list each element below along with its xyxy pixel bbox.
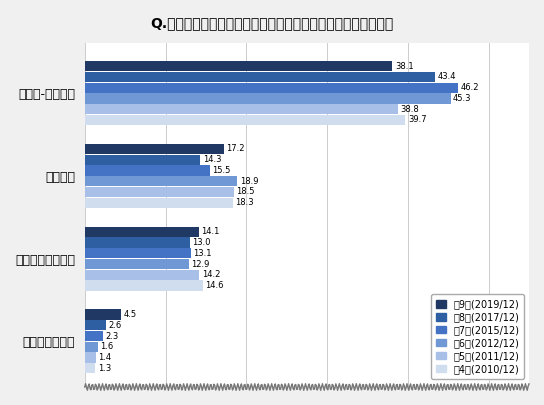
Text: 1.4: 1.4 [98, 353, 112, 362]
Bar [85, 104, 398, 114]
Bar [85, 72, 435, 82]
Text: 2.3: 2.3 [106, 332, 119, 341]
Text: 1.6: 1.6 [100, 342, 113, 352]
Bar [85, 61, 392, 71]
Bar [85, 280, 203, 291]
Bar [85, 309, 121, 320]
Bar [85, 248, 190, 258]
Bar [85, 331, 103, 341]
Bar [85, 259, 189, 269]
Bar [85, 83, 458, 93]
Text: 43.4: 43.4 [438, 72, 456, 81]
Bar [85, 144, 224, 154]
Text: 14.2: 14.2 [202, 270, 220, 279]
Bar [85, 198, 232, 208]
Bar [85, 352, 96, 363]
Text: 18.3: 18.3 [235, 198, 254, 207]
Text: Q.生活圏にあったら、どのコンビニを最も利用したいですか？: Q.生活圏にあったら、どのコンビニを最も利用したいですか？ [150, 16, 394, 30]
Legend: 第9回(2019/12), 第8回(2017/12), 第7回(2015/12), 第6回(2012/12), 第5回(2011/12), 第4回(2010/1: 第9回(2019/12), 第8回(2017/12), 第7回(2015/12)… [431, 294, 524, 379]
Text: 18.9: 18.9 [240, 177, 258, 186]
Bar [85, 115, 405, 125]
Bar [85, 93, 450, 104]
Text: 14.3: 14.3 [203, 155, 221, 164]
Text: 14.6: 14.6 [205, 281, 224, 290]
Text: 39.7: 39.7 [408, 115, 426, 124]
Bar [85, 227, 199, 237]
Text: 46.2: 46.2 [460, 83, 479, 92]
Text: 38.1: 38.1 [395, 62, 413, 70]
Bar [85, 165, 210, 176]
Text: 38.8: 38.8 [400, 104, 419, 114]
Text: 17.2: 17.2 [226, 145, 245, 153]
Text: 1.3: 1.3 [97, 364, 111, 373]
Text: 15.5: 15.5 [212, 166, 231, 175]
Bar [85, 237, 190, 247]
Text: 13.1: 13.1 [193, 249, 212, 258]
Bar [85, 270, 200, 280]
Text: 18.5: 18.5 [237, 188, 255, 196]
Text: 13.0: 13.0 [192, 238, 211, 247]
Text: 45.3: 45.3 [453, 94, 472, 103]
Text: 14.1: 14.1 [201, 227, 219, 236]
Text: 12.9: 12.9 [191, 260, 210, 269]
Bar [85, 155, 200, 165]
Bar [85, 176, 237, 186]
Bar [85, 342, 97, 352]
Text: 4.5: 4.5 [123, 310, 137, 319]
Bar [85, 320, 106, 330]
Bar [85, 363, 95, 373]
Text: 2.6: 2.6 [108, 321, 121, 330]
Bar [85, 187, 234, 197]
